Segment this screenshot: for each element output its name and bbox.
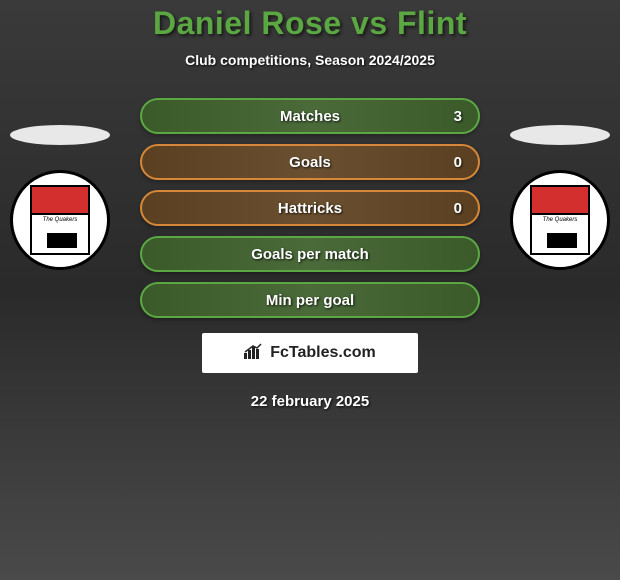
stat-row-matches: Matches 3 — [140, 98, 480, 134]
stat-label: Goals — [289, 154, 331, 171]
badge-ellipse-right — [510, 125, 610, 145]
crest-text-right: The Quakers — [532, 217, 588, 223]
player-badge-left: The Quakers — [10, 125, 110, 235]
stat-label: Min per goal — [266, 292, 354, 309]
stat-value-right: 0 — [454, 200, 462, 217]
train-icon — [547, 233, 577, 248]
stat-row-goals: Goals 0 — [140, 144, 480, 180]
page-title: Daniel Rose vs Flint — [0, 5, 620, 42]
crest-text-left: The Quakers — [32, 217, 88, 223]
watermark-text: FcTables.com — [270, 344, 376, 362]
chart-icon — [244, 343, 264, 364]
player-badge-right: The Quakers — [510, 125, 610, 235]
date-label: 22 february 2025 — [0, 393, 620, 410]
stat-row-hattricks: Hattricks 0 — [140, 190, 480, 226]
stat-label: Hattricks — [278, 200, 342, 217]
subtitle: Club competitions, Season 2024/2025 — [0, 52, 620, 68]
club-crest-right: The Quakers — [510, 170, 610, 270]
club-crest-left: The Quakers — [10, 170, 110, 270]
stats-list: Matches 3 Goals 0 Hattricks 0 Goals per … — [140, 98, 480, 318]
watermark-badge: FcTables.com — [202, 333, 418, 373]
stat-row-goals-per-match: Goals per match — [140, 236, 480, 272]
stat-value-right: 0 — [454, 154, 462, 171]
badge-ellipse-left — [10, 125, 110, 145]
stat-label: Goals per match — [251, 246, 369, 263]
comparison-card: Daniel Rose vs Flint Club competitions, … — [0, 0, 620, 410]
train-icon — [47, 233, 77, 248]
stat-row-min-per-goal: Min per goal — [140, 282, 480, 318]
stat-label: Matches — [280, 108, 340, 125]
stat-value-right: 3 — [454, 108, 462, 125]
